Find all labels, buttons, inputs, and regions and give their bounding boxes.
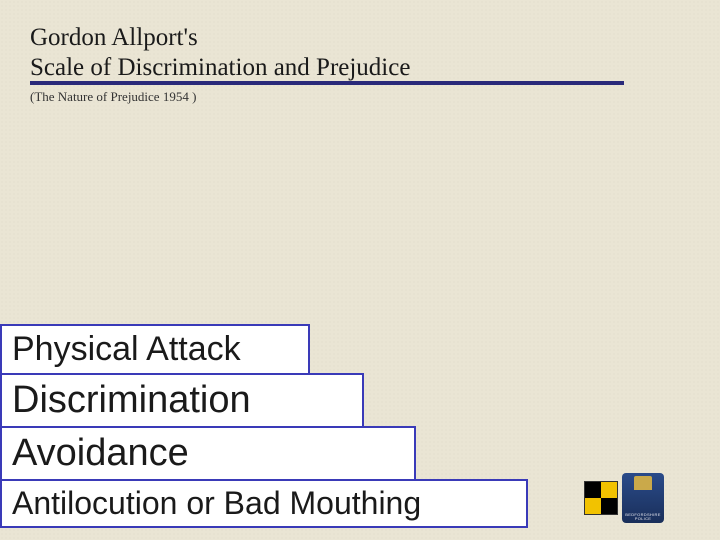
step-antilocution: Antilocution or Bad Mouthing (0, 479, 528, 528)
subtitle: (The Nature of Prejudice 1954 ) (30, 89, 624, 105)
step-avoidance: Avoidance (0, 426, 416, 481)
crest-text-2: POLICE (635, 517, 651, 521)
checker-icon (584, 481, 618, 515)
title-line-1: Gordon Allport's (30, 24, 624, 52)
org-logo: BEDFORDSHIRE POLICE (584, 470, 704, 526)
step-discrimination: Discrimination (0, 373, 364, 428)
title-block: Gordon Allport's Scale of Discrimination… (30, 24, 624, 105)
crown-icon (634, 476, 652, 490)
title-line-2: Scale of Discrimination and Prejudice (30, 54, 624, 86)
police-crest-icon: BEDFORDSHIRE POLICE (622, 473, 664, 523)
step-physical-attack: Physical Attack (0, 324, 310, 375)
